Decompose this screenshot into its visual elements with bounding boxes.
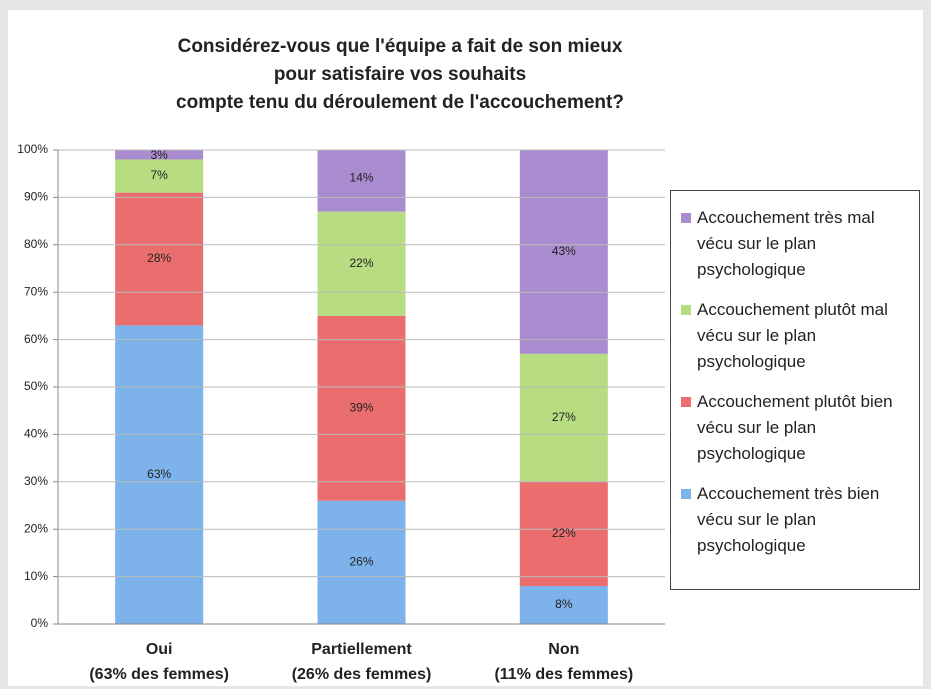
legend-label: Accouchement plutôt mal vécu sur le plan… (697, 300, 888, 371)
y-tick-label: 10% (24, 569, 48, 583)
y-tick-label: 0% (31, 616, 49, 630)
legend-swatch (681, 213, 691, 223)
legend-item: Accouchement très bien vécu sur le plan … (681, 481, 911, 559)
bar-segment (317, 211, 406, 316)
y-tick-label: 50% (24, 379, 48, 393)
legend-label: Accouchement plutôt bien vécu sur le pla… (697, 392, 893, 463)
value-label: 14% (349, 171, 373, 185)
chart-title: compte tenu du déroulement de l'accouche… (176, 92, 624, 113)
legend: Accouchement très mal vécu sur le plan p… (670, 190, 920, 590)
plot-area (115, 150, 608, 624)
y-tick-label: 80% (24, 237, 48, 251)
y-tick-label: 90% (24, 190, 48, 204)
x-tick-label: Non (548, 641, 579, 658)
value-label: 63% (147, 467, 171, 481)
bar-segment (115, 192, 204, 326)
y-tick-label: 20% (24, 521, 48, 535)
x-tick-note: (26% des femmes) (292, 666, 432, 683)
value-label: 27% (552, 410, 576, 424)
value-label: 3% (150, 148, 168, 162)
bar-segment (115, 325, 204, 624)
value-label: 22% (349, 256, 373, 270)
x-tick-note: (63% des femmes) (89, 666, 229, 683)
bar-segment (317, 500, 406, 624)
y-tick-label: 70% (24, 284, 48, 298)
x-tick-label: Partiellement (311, 641, 412, 658)
legend-swatch (681, 397, 691, 407)
value-label: 26% (349, 555, 373, 569)
bar-segment (317, 315, 406, 501)
value-label: 28% (147, 251, 171, 265)
bar-segment (115, 150, 204, 160)
legend-item: Accouchement très mal vécu sur le plan p… (681, 205, 911, 283)
value-label: 7% (150, 168, 168, 182)
legend-item: Accouchement plutôt bien vécu sur le pla… (681, 389, 911, 467)
bar-segment (519, 353, 608, 482)
y-tick-label: 30% (24, 474, 48, 488)
legend-swatch (681, 305, 691, 315)
y-tick-label: 60% (24, 332, 48, 346)
value-label: 43% (552, 244, 576, 258)
legend-swatch (681, 489, 691, 499)
bar-segment (519, 150, 608, 354)
value-label: 8% (555, 597, 573, 611)
legend-label: Accouchement très bien vécu sur le plan … (697, 484, 880, 555)
chart-title: Considérez-vous que l'équipe a fait de s… (178, 36, 623, 57)
bar-segment (317, 150, 406, 212)
bar-segment (519, 481, 608, 587)
bar-segment (115, 159, 204, 193)
legend-label: Accouchement très mal vécu sur le plan p… (697, 208, 875, 279)
value-label: 39% (349, 401, 373, 415)
x-tick-note: (11% des femmes) (494, 666, 633, 683)
legend-item: Accouchement plutôt mal vécu sur le plan… (681, 297, 911, 375)
x-tick-label: Oui (146, 641, 173, 658)
chart-title: pour satisfaire vos souhaits (274, 64, 526, 85)
bar-segment (519, 586, 608, 624)
y-tick-label: 100% (17, 142, 48, 156)
value-label: 22% (552, 526, 576, 540)
y-tick-label: 40% (24, 427, 48, 441)
